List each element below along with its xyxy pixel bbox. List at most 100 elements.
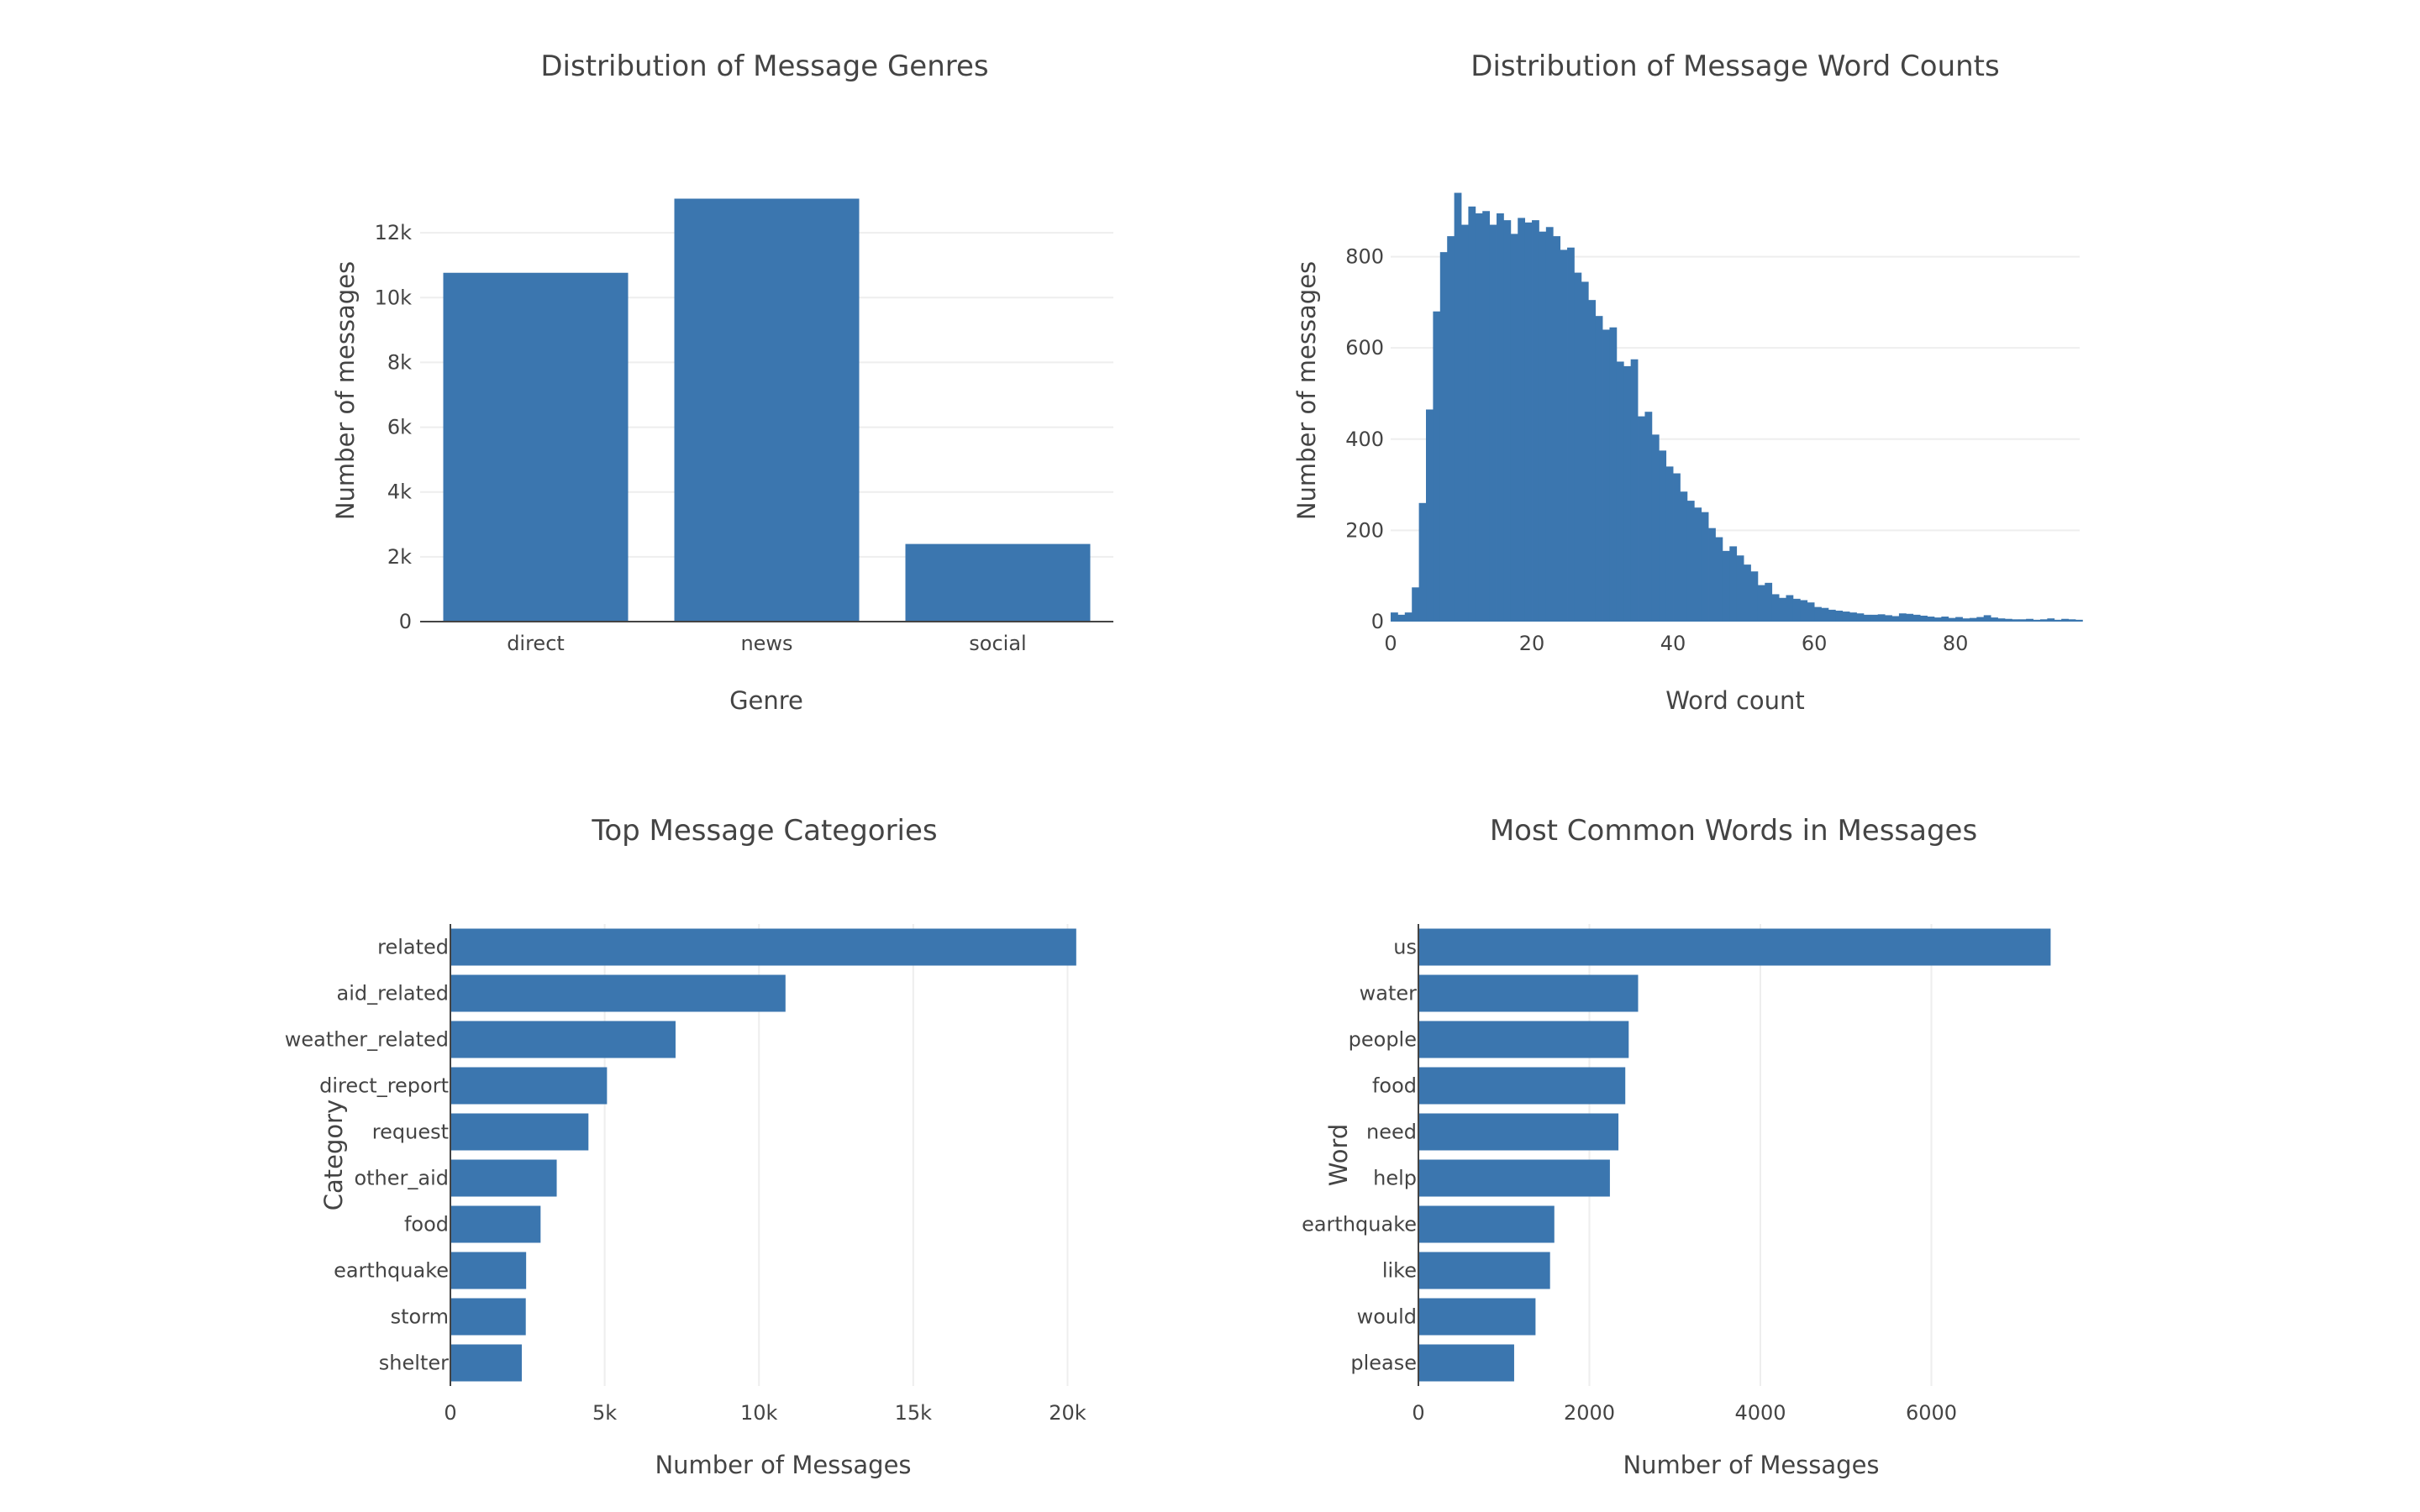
histogram-bin xyxy=(2004,618,2012,622)
histogram-bin xyxy=(2012,619,2020,622)
histogram-bin xyxy=(1814,606,1822,622)
x-tick-label: 20k xyxy=(1049,1401,1086,1425)
histogram-bin xyxy=(1433,311,1441,622)
y-tick-label: storm xyxy=(391,1305,449,1329)
histogram-bin xyxy=(1482,211,1491,622)
y-tick-label: food xyxy=(1372,1074,1417,1098)
histogram-bin xyxy=(1771,594,1780,622)
histogram-bin xyxy=(1885,615,1892,622)
histogram-bin xyxy=(2061,618,2069,622)
histogram-bin xyxy=(1779,597,1786,622)
y-tick-label: 800 xyxy=(1345,245,1384,269)
category-chart: Top Message Categories 0 5k 10k 15k 20k relat… xyxy=(285,814,1086,1479)
histogram-bin xyxy=(1927,617,1935,622)
bar-social xyxy=(905,543,1091,622)
y-tick-label: shelter xyxy=(379,1352,449,1375)
bar-related xyxy=(450,928,1076,966)
chart-title: Distribution of Message Genres xyxy=(540,50,988,83)
histogram-bin xyxy=(1397,614,1406,622)
y-tick-label: 8k xyxy=(387,350,412,374)
x-tick-label: 6000 xyxy=(1906,1401,1957,1425)
x-tick-label: news xyxy=(740,632,792,655)
bar-like xyxy=(1418,1252,1550,1289)
bar-storm xyxy=(450,1298,526,1336)
histogram-bin xyxy=(1715,537,1723,622)
x-tick-label: direct xyxy=(507,632,565,655)
histogram-bin xyxy=(1898,613,1907,622)
histogram-bin xyxy=(1920,615,1928,622)
histogram-bin xyxy=(1991,617,1998,622)
y-tick-label: request xyxy=(372,1121,449,1144)
x-tick-label: 2000 xyxy=(1564,1401,1615,1425)
y-tick-label: aid_related xyxy=(337,982,450,1005)
histogram-bin xyxy=(1821,607,1829,622)
bar-people xyxy=(1418,1021,1629,1058)
histogram-bin xyxy=(1744,564,1751,622)
histogram-bin xyxy=(1638,416,1645,622)
histogram-bin xyxy=(2068,619,2076,622)
x-tick-label: 15k xyxy=(895,1401,933,1425)
bar-please xyxy=(1418,1344,1514,1382)
histogram-bin xyxy=(1532,220,1539,622)
x-tick-label: 10k xyxy=(740,1401,778,1425)
y-tick-label: 400 xyxy=(1345,428,1384,451)
y-tick-label: like xyxy=(1382,1259,1417,1283)
histogram-bin xyxy=(1736,555,1744,622)
y-tick-label: 12k xyxy=(375,221,413,244)
y-tick-label: 0 xyxy=(1371,610,1384,633)
y-tick-label: direct_report xyxy=(319,1074,449,1098)
y-axis-title: Word xyxy=(1324,1124,1353,1187)
histogram-bin xyxy=(1595,316,1603,622)
histogram-bin xyxy=(1969,617,1977,622)
bar-earthquake xyxy=(450,1252,527,1289)
histogram-bin xyxy=(1962,618,1970,622)
histogram-bin xyxy=(1807,602,1815,622)
histogram-bin xyxy=(1786,595,1794,622)
chart-title: Most Common Words in Messages xyxy=(1490,814,1977,848)
histogram-bin xyxy=(1912,614,1921,622)
histogram-bin xyxy=(1644,412,1653,622)
y-tick-label: us xyxy=(1393,936,1417,959)
y-tick-label: would xyxy=(1357,1305,1417,1329)
bar-weather_related xyxy=(450,1021,676,1058)
y-axis-title: Number of messages xyxy=(331,261,360,520)
histogram-bin xyxy=(1835,610,1844,622)
histogram-bin xyxy=(1828,609,1836,622)
y-tick-label: 600 xyxy=(1345,336,1384,360)
bar-shelter xyxy=(450,1344,522,1382)
genre-chart: Distribution of Message Genres 0 2k 4k 6k 8k… xyxy=(331,50,1113,715)
histogram-bin xyxy=(1581,281,1589,622)
histogram-bin xyxy=(1553,236,1561,622)
y-tick-label: weather_related xyxy=(285,1028,449,1052)
histogram-bin xyxy=(1659,450,1667,622)
x-tick-label: 20 xyxy=(1519,632,1545,655)
bar-direct xyxy=(443,272,629,622)
histogram-bin xyxy=(1609,327,1618,622)
y-tick-label: related xyxy=(377,936,449,959)
histogram-bin xyxy=(1574,272,1582,622)
histogram-bin xyxy=(1588,300,1597,622)
y-tick-label: 200 xyxy=(1345,518,1384,542)
common-words-chart: Most Common Words in Messages 0 2000 4000 6… xyxy=(1302,814,2051,1479)
histogram-bin xyxy=(1757,585,1765,622)
x-tick-label: 80 xyxy=(1943,632,1969,655)
histogram-bin xyxy=(1708,528,1716,622)
x-tick-label: 0 xyxy=(1412,1401,1424,1425)
bar-news xyxy=(674,198,860,622)
histogram-bin xyxy=(1870,614,1879,622)
x-tick-label: 0 xyxy=(444,1401,456,1425)
bar-water xyxy=(1418,974,1639,1012)
y-tick-label: other_aid xyxy=(354,1167,449,1190)
y-tick-label: water xyxy=(1360,982,1418,1005)
y-tick-label: 6k xyxy=(387,416,412,439)
y-tick-label: earthquake xyxy=(1302,1213,1417,1236)
y-axis-title: Category xyxy=(319,1100,348,1210)
histogram-bin xyxy=(1877,614,1886,622)
histogram-bin xyxy=(1651,434,1660,622)
histogram-bin xyxy=(1439,252,1448,622)
word-count-chart: Distribution of Message Word Counts 0200… xyxy=(1292,50,2083,715)
histogram-bin xyxy=(2075,619,2083,622)
y-tick-label: 0 xyxy=(399,610,412,633)
y-tick-label: 2k xyxy=(387,545,412,569)
